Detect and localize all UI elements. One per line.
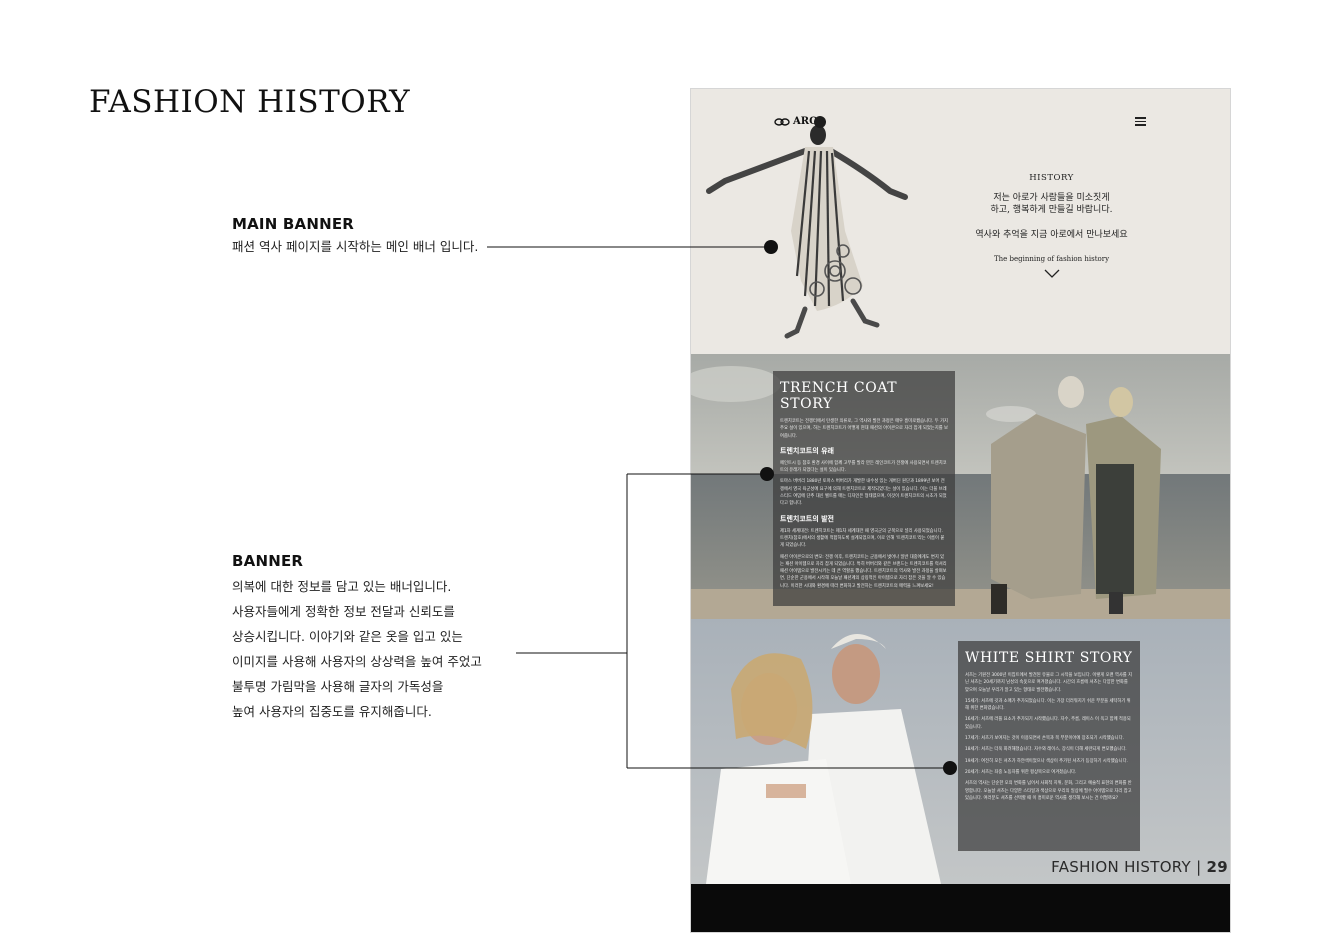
trench-coat-paragraph: 제1차 세계대전: 트렌치코트는 제1차 세계대전 때 영국군의 군복으로 널리… bbox=[780, 528, 945, 549]
website-mockup: ARO bbox=[690, 88, 1231, 933]
white-shirt-paragraph: 셔츠의 역사는 단순한 오의 변화를 넘어서 사회적 지위, 문화, 그리고 예… bbox=[965, 781, 1132, 801]
trench-coat-intro: 트렌치코트는 전쟁터에서 탄생한 의류로, 그 역사와 발전 과정은 매우 흥미… bbox=[780, 419, 948, 439]
white-shirt-paragraph: 16세기: 셔츠에 러플 요소가 추가되기 시작했습니다. 자수, 주름, 레이… bbox=[965, 717, 1131, 730]
white-shirt-paragraph: 셔츠는 기원전 3000년 이집트에서 발견된 유물로 그 시작을 보입니다. … bbox=[965, 673, 1133, 693]
trench-coat-banner: TRENCH COAT STORY 트렌치코트는 전쟁터에서 탄생한 의류로, … bbox=[691, 354, 1230, 619]
white-shirt-paragraph: 20세기: 셔츠는 좌중 노동자를 위한 평상복으로 여겨졌습니다. bbox=[965, 769, 1077, 775]
bottom-bar bbox=[691, 884, 1230, 932]
trench-coat-paragraph: 토마스 버버리 1880년 토마스 버버리가 개발한 내수성 있는 개버딘 원단… bbox=[780, 479, 947, 507]
banner-desc-line: 높여 사용자의 집중도를 유지해줍니다. bbox=[232, 704, 432, 719]
white-shirt-paragraph: 18세기: 셔츠는 더욱 화려해졌습니다. 자수와 레이스, 장식이 더해 세련… bbox=[965, 747, 1127, 753]
trench-coat-subtitle: 트렌치코트의 유래 bbox=[780, 446, 834, 455]
page-footer-label: FASHION HISTORY | 29 bbox=[1051, 858, 1228, 876]
hero-copy: HISTORY 저는 아로가 사람들을 미소짓게 하고, 행복하게 만들길 바랍… bbox=[939, 173, 1164, 282]
trench-coat-title: TRENCH COAT STORY bbox=[780, 380, 898, 412]
logo-rings-icon bbox=[774, 117, 790, 126]
beach-couple-photo bbox=[691, 354, 1230, 619]
banner-desc-line: 이미지를 사용해 사용자의 상상력을 높여 주었고 bbox=[232, 654, 482, 669]
hero-tagline: The beginning of fashion history bbox=[993, 255, 1110, 263]
white-shirt-paragraph: 17세기: 셔츠가 보여지는 것이 이용되면서 손목과 목 부분이어에 장조되기… bbox=[965, 736, 1124, 742]
trench-coat-paragraph: 페인트시 등 참호 환경 사이에 함께 고무를 발라 만든 레인코트가 전쟁에 … bbox=[780, 460, 947, 474]
white-shirt-paragraph: 19세기: 여전히 모든 셔츠가 하얀색이었으나 색상이 추가된 셔츠가 등장하… bbox=[965, 758, 1128, 764]
banner-desc-line: 사용자들에게 정확한 정보 전달과 신뢰도를 bbox=[232, 604, 455, 619]
main-banner-desc: 패션 역사 페이지를 시작하는 메인 배너 입니다. bbox=[232, 239, 479, 254]
site-logo[interactable]: ARO bbox=[774, 116, 818, 127]
dancer-figure-image bbox=[706, 116, 908, 339]
white-shirt-paragraph: 15세기: 셔츠에 깃과 소매가 추가되었습니다. 이는 가장 더러워지기 쉬운… bbox=[965, 698, 1131, 712]
white-shirt-banner: WHITE SHIRT STORY 셔츠는 기원전 3000년 이집트에서 발견… bbox=[691, 619, 1230, 884]
banner-desc-line: 상승시킵니다. 이야기와 같은 옷을 입고 있는 bbox=[232, 629, 463, 644]
main-banner: ARO bbox=[691, 89, 1230, 354]
hero-subtitle: 역사와 추억을 지금 아로에서 만나보세요 bbox=[975, 230, 1128, 240]
logo-text: ARO bbox=[793, 116, 818, 127]
trench-coat-subtitle: 트렌치코트의 발전 bbox=[780, 514, 834, 523]
page-number: 29 bbox=[1206, 858, 1228, 876]
footer-title: FASHION HISTORY | bbox=[1051, 858, 1207, 876]
trench-coat-info-panel: TRENCH COAT STORY 트렌치코트는 전쟁터에서 탄생한 의류로, … bbox=[773, 371, 955, 606]
white-shirt-info-panel: WHITE SHIRT STORY 셔츠는 기원전 3000년 이집트에서 발견… bbox=[958, 641, 1140, 851]
banner-desc-line: 의복에 대한 정보를 담고 있는 배너입니다. bbox=[232, 579, 452, 594]
banner-desc-line: 불투명 가림막을 사용해 글자의 가독성을 bbox=[232, 679, 444, 694]
trench-coat-paragraph: 패션 아이콘으로의 변모: 전쟁 이후, 트렌치코트는 군용에서 벗어나 일반 … bbox=[780, 554, 947, 589]
white-shirt-title: WHITE SHIRT STORY bbox=[965, 650, 1133, 666]
banner-desc: 의복에 대한 정보를 담고 있는 배너입니다. 사용자들에게 정확한 정보 전달… bbox=[232, 574, 482, 724]
hero-line: 하고, 행복하게 만들길 바랍니다. bbox=[990, 205, 1113, 215]
hamburger-menu-icon[interactable] bbox=[1135, 117, 1146, 126]
page-title: FASHION HISTORY bbox=[89, 84, 411, 120]
main-banner-heading: MAIN BANNER bbox=[232, 215, 355, 233]
hero-label: HISTORY bbox=[1029, 173, 1074, 183]
hero-line: 저는 아로가 사람들을 미소짓게 bbox=[993, 193, 1110, 203]
banner-heading: BANNER bbox=[232, 552, 304, 570]
chevron-down-icon[interactable] bbox=[1044, 269, 1060, 278]
